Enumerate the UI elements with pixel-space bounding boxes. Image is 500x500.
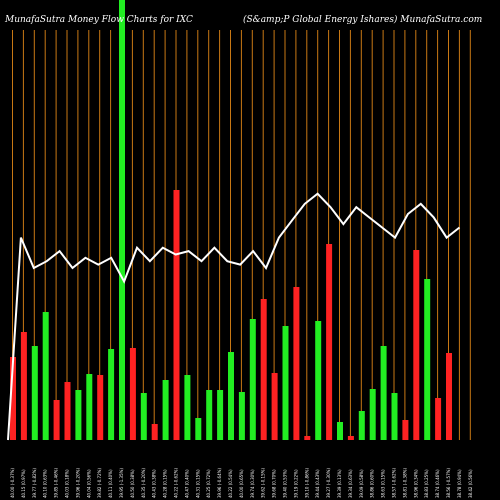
x-tick-label: 40.22 (-0.62%) [174,468,179,498]
x-tick-labels: 40.00 (-0.37%) 40.15 (0.97%) 39.77 (-0.82%… [10,468,473,498]
x-tick-label: 39.34 (0.63%) [348,469,353,498]
x-tick-label: 39.85 (-0.46%) [54,468,59,498]
x-tick-label: 40.10 (0.63%) [43,469,48,498]
bar-positive [31,346,38,440]
bar-positive [75,390,82,440]
x-tick-label: 38.96 (0.34%) [413,469,418,498]
bar-positive [206,390,213,440]
bar-positive [228,352,234,440]
x-tick-label: 39.19 (0.22%) [293,469,298,498]
x-tick-label: 39.96 (-0.64%) [217,468,222,498]
x-tick-label: 40.43 (0.38%) [152,469,157,498]
x-tick-label: 38.81 (-0.38%) [402,468,407,498]
bar-negative [326,244,333,440]
x-tick-label: 40.25 (0.72%) [206,469,211,498]
x-tick-label: 40.35 (-0.20%) [141,468,146,498]
bar-positive [424,279,431,440]
bar-negative [446,353,452,440]
bar-negative [402,420,409,440]
x-tick-label: 39.40 (0.53%) [283,469,288,498]
bar-positive [315,321,322,440]
x-tick-label: 39.68 (0.70%) [272,469,277,498]
bar-positive [337,422,343,440]
x-tick-label: 40.28 (0.15%) [163,469,168,498]
x-tick-label: 40.22 (0.54%) [228,469,233,498]
bar-negative [53,400,60,440]
bar-negative [97,375,104,440]
x-tick-label: 38.63 (0.15%) [381,469,386,498]
x-tick-label: 40.11 (0.40%) [108,469,113,498]
bar-positive [195,418,202,440]
bar-negative [129,348,136,440]
bar-positive [369,389,376,440]
bar-negative [260,299,267,440]
chart-subtitle: (S&amp;P Global Energy Ishares) MunafaSu… [243,14,482,25]
x-tick-label: 39.39 (0.13%) [337,469,342,498]
x-tick-label: 38.83 (0.25%) [424,469,429,498]
bar-positive [249,319,256,440]
bar-negative [347,436,354,440]
bar-positive [184,375,191,440]
bar-negative [151,424,158,440]
bar-positive [162,380,169,440]
x-tick-label: 39.44 (0.43%) [315,469,320,498]
x-tick-label: 40.47 (0.40%) [184,469,189,498]
x-tick-label: 39.74 (0.30%) [250,469,255,498]
bar-positive [140,393,147,440]
x-tick-label: 40.15 (0.97%) [21,469,26,498]
bar-positive [86,374,93,440]
bar-positive [358,411,365,440]
bar-negative [304,436,311,440]
x-tick-label: 39.62 (-0.15%) [261,468,266,498]
bar-negative [413,250,420,440]
x-tick-label: 38.86 (0.60%) [370,469,375,498]
bar-negative [271,373,278,440]
x-tick-label: 40.04 (0.56%) [86,469,91,498]
bar-negative [435,398,442,440]
x-tick-label: 39.27 (-0.30%) [326,468,331,498]
x-tick-label: 40.31 (0.15%) [195,469,200,498]
bar-negative [20,332,27,440]
bar-negative [64,382,71,440]
bar-positive [380,346,387,440]
x-tick-label: 40.00 (-0.37%) [10,468,15,498]
x-tick-label: 40.00 (0.65%) [239,469,244,498]
x-tick-label: 39.82 (-0.72%) [97,468,102,498]
bar-positive [217,390,224,440]
x-tick-label: 39.95 (-1.35%) [119,468,124,498]
bar-series [10,0,452,440]
bar-negative [173,190,180,440]
x-tick-label: 40.50 (0.38%) [130,469,135,498]
bar-negative [293,287,300,440]
x-tick-label: 39.96 (-0.20%) [75,468,80,498]
bar-positive [391,393,398,440]
x-tick-label: 38.57 (-0.62%) [392,468,397,498]
x-tick-label: 38.78 (0.94%) [457,469,462,498]
bar-positive [42,312,49,440]
x-tick-label: 39.77 (-0.82%) [32,468,37,498]
x-tick-label: 38.74 (0.46%) [435,469,440,498]
bar-positive [108,349,115,440]
price-line [7,192,461,441]
x-tick-label: 38.42 (0.56%) [468,469,473,498]
bar-positive [238,392,245,440]
bar-positive [119,0,125,440]
bar-positive [282,326,289,440]
bar-negative [10,357,16,440]
x-tick-label: 38.56 (-0.57%) [446,468,451,498]
x-tick-label: 40.03 (0.18%) [65,469,70,498]
x-tick-label: 39.10 (-0.86%) [304,468,309,498]
x-tick-label: 39.09 (0.58%) [359,469,364,498]
chart-title: MunafaSutra Money Flow Charts for IXC [4,15,193,25]
